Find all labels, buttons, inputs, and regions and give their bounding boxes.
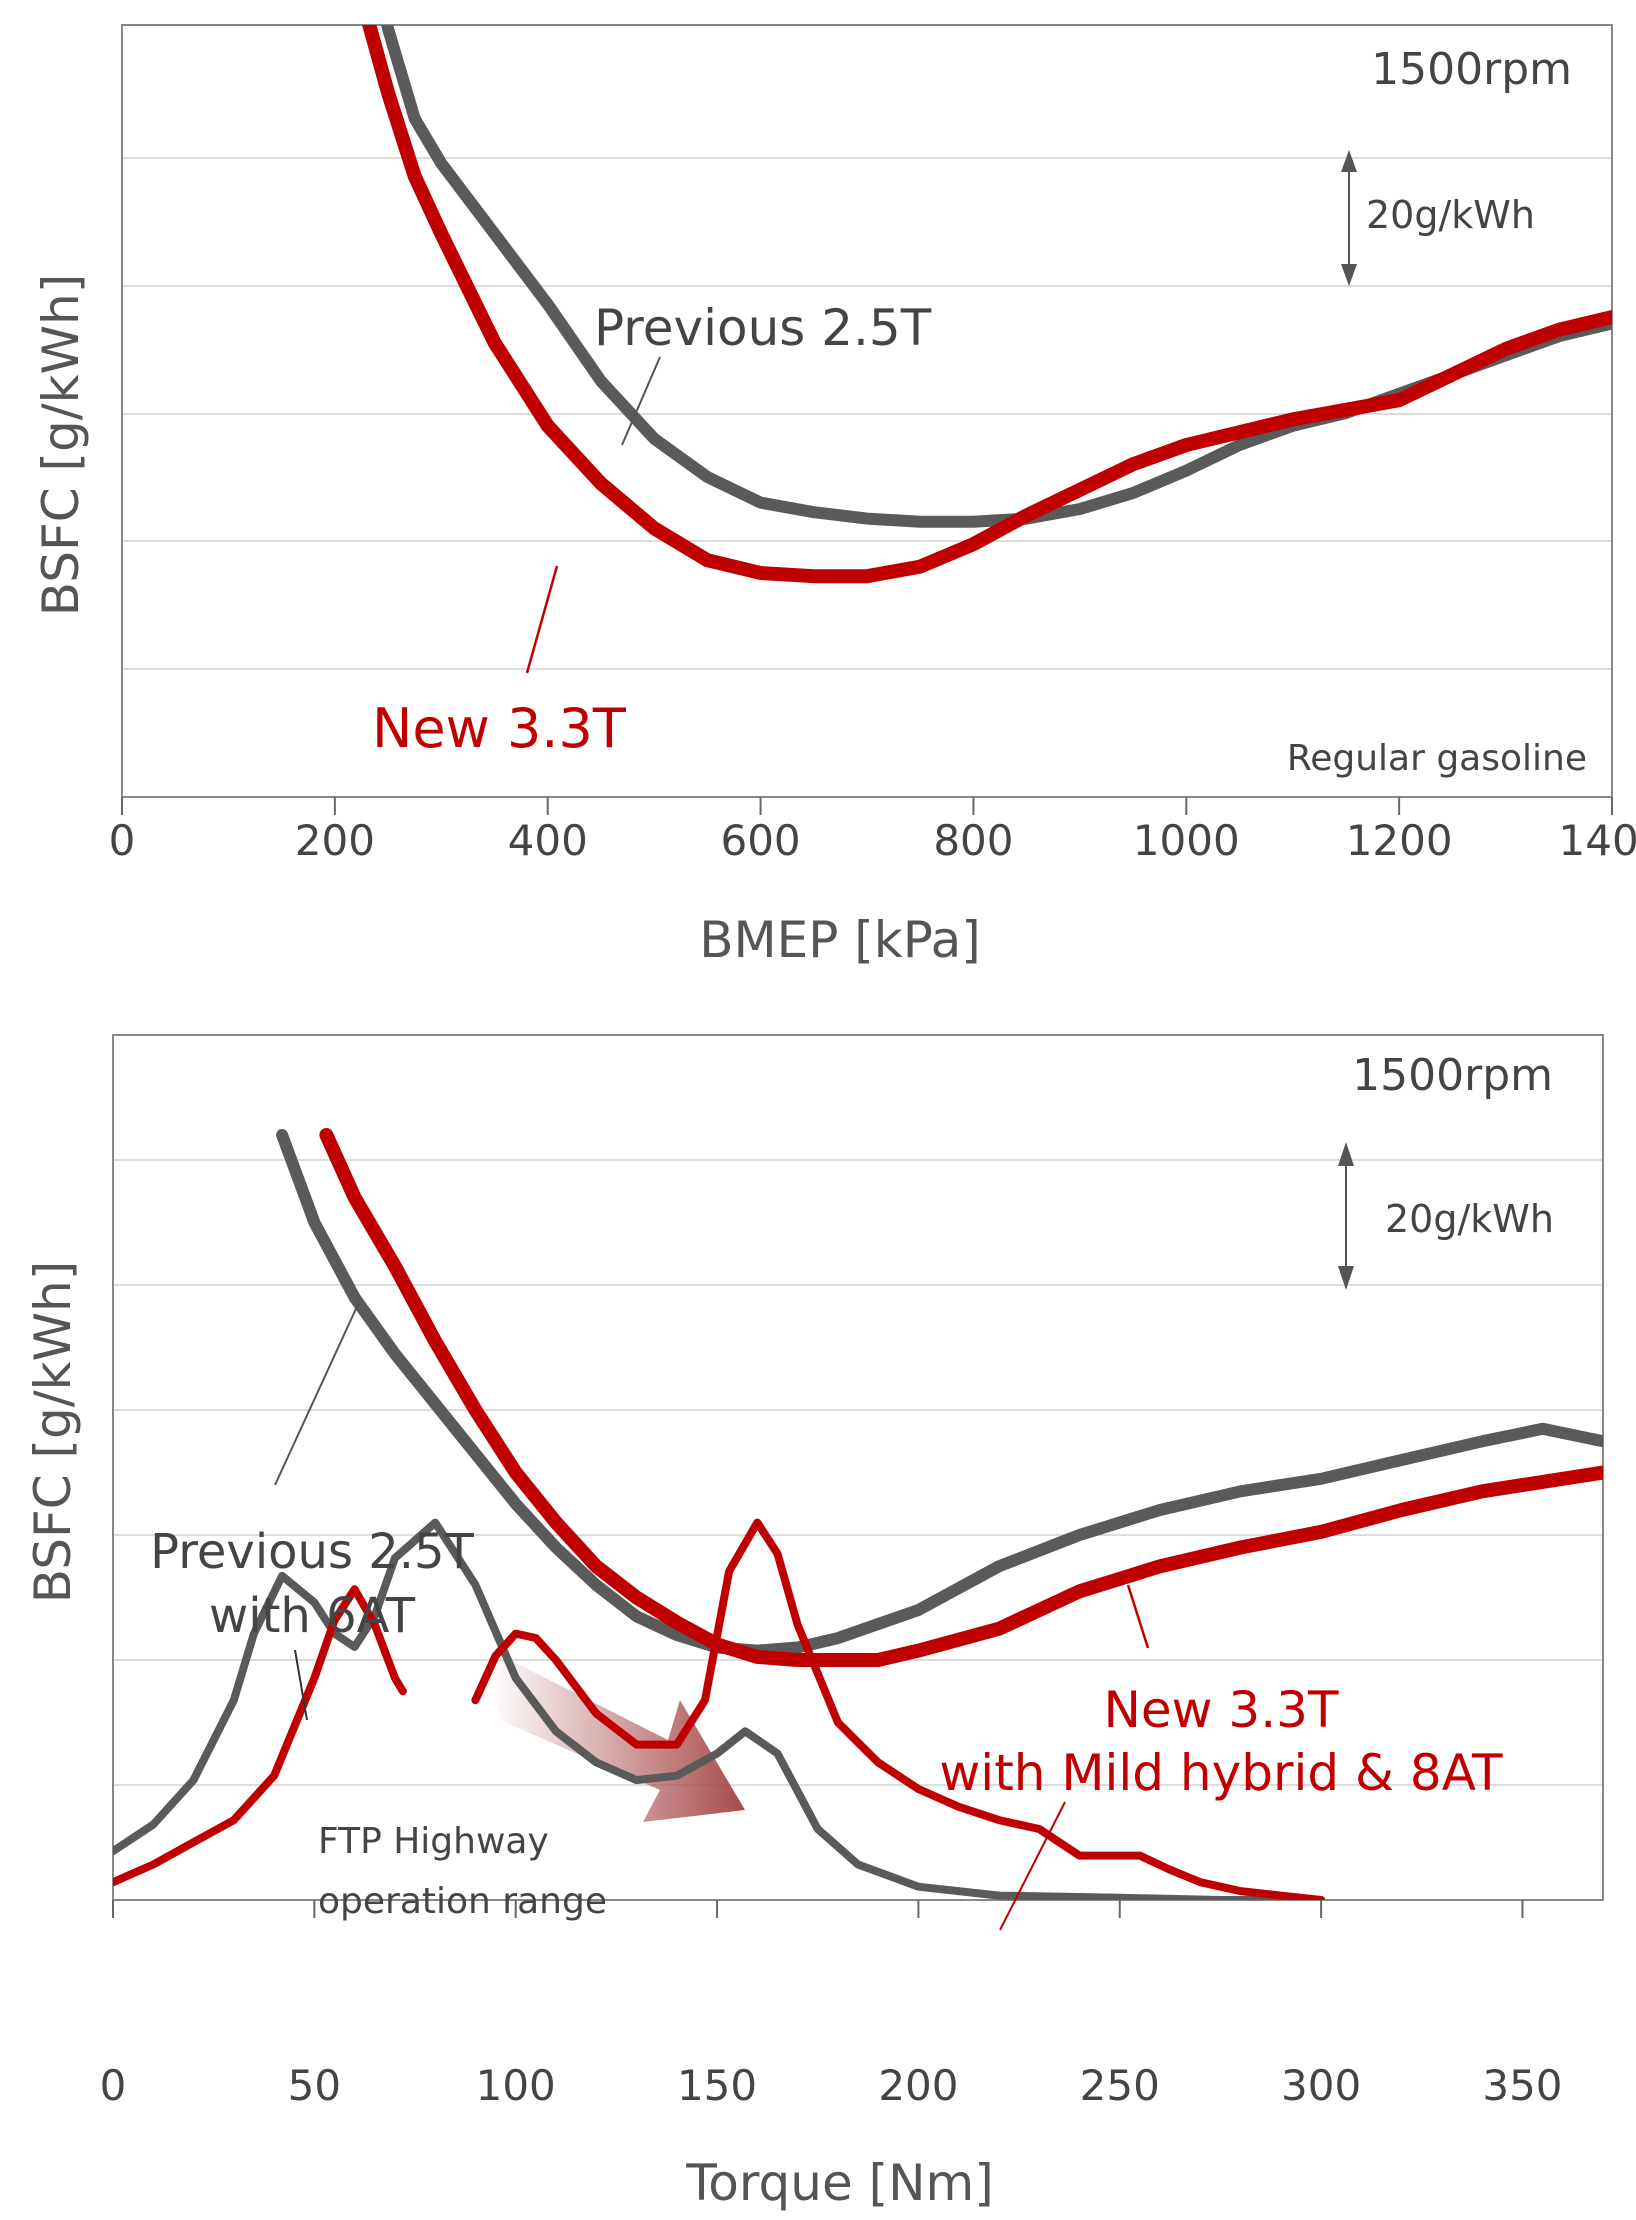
bottom-previous-label-line1: Previous 2.5T [150, 1524, 474, 1580]
top-tick-label: 1400 [1559, 816, 1636, 865]
top-chart-bmep: 0200400600800100012001400 Previous 2.5T … [32, 24, 1636, 969]
bottom-new-dist-leader-line [999, 1801, 1066, 1931]
bottom-bsfc-line-new [319, 1128, 1603, 1667]
bottom-distribution-line-new-seg2 [471, 1518, 1326, 1900]
top-tick-label: 800 [933, 816, 1013, 865]
bottom-scale-bar-arrow-icon [1338, 1142, 1354, 1290]
top-tick-label: 1000 [1133, 816, 1240, 865]
bottom-tick-label: 350 [1482, 2061, 1562, 2110]
top-scale-bar-arrow-icon [1341, 150, 1357, 286]
top-speed-label: 1500rpm [1371, 44, 1572, 95]
top-y-axis-title: BSFC [g/kWh] [32, 274, 90, 616]
bottom-tick-label: 200 [878, 2061, 958, 2110]
bottom-new-label-line1: New 3.3T [1103, 1681, 1338, 1739]
bottom-tick-label: 150 [677, 2061, 757, 2110]
bottom-distribution-line-new-seg1 [113, 1585, 407, 1887]
bottom-new-label-line2: with Mild hybrid & 8AT [939, 1744, 1503, 1802]
top-plot-frame [121, 24, 1613, 798]
top-x-axis-title: BMEP [kPa] [699, 911, 981, 969]
shift-arrow-icon [490, 1650, 745, 1822]
top-series-line-new-3-3t [361, 25, 1612, 584]
top-series-group [361, 25, 1612, 584]
bottom-tick-label: 100 [476, 2061, 556, 2110]
top-tick-label: 0 [109, 816, 136, 865]
bottom-range-label-line2: operation range [318, 1881, 607, 1922]
bottom-speed-label: 1500rpm [1352, 1050, 1553, 1101]
bottom-tick-label: 50 [288, 2061, 341, 2110]
top-gridlines [122, 157, 1612, 670]
bottom-y-axis-title: BSFC [g/kWh] [24, 1261, 82, 1603]
top-new-leader-line [525, 565, 559, 674]
bottom-tick-label: 300 [1281, 2061, 1361, 2110]
top-previous-leader-line [621, 356, 661, 446]
top-fuel-label: Regular gasoline [1287, 738, 1587, 779]
top-tick-label: 1200 [1346, 816, 1453, 865]
top-scale-bar-label: 20g/kWh [1366, 193, 1535, 237]
top-previous-label: Previous 2.5T [594, 299, 932, 357]
bottom-range-label-line1: FTP Highway [318, 1821, 549, 1862]
top-x-ticks: 0 200 400 600 800 1000 1200 1400 [109, 797, 1636, 865]
bottom-previous-dist-leader-line [294, 1649, 308, 1721]
bottom-previous-leader-line [274, 1299, 361, 1486]
bottom-tick-label: 250 [1080, 2061, 1160, 2110]
bottom-previous-label-line2: with 6AT [209, 1588, 416, 1644]
bottom-new-leader-line [1126, 1584, 1150, 1649]
bottom-scale-bar-label: 20g/kWh [1385, 1197, 1554, 1241]
bottom-x-ticks: 0 50 100 150 200 250 300 350 [100, 1900, 1563, 2110]
top-tick-label: 600 [720, 816, 800, 865]
top-tick-label: 400 [508, 816, 588, 865]
bottom-x-axis-title: Torque [Nm] [685, 2154, 994, 2212]
bottom-distribution-line-previous [113, 1518, 1326, 1900]
bottom-tick-label: 0 [100, 2061, 127, 2110]
top-plot-border [121, 24, 1613, 798]
top-new-label: New 3.3T [372, 697, 627, 760]
bottom-chart-torque: 0 50 100 150 200 250 300 350 Previous 2.5T with… [24, 1034, 1604, 2212]
top-tick-label: 200 [295, 816, 375, 865]
bottom-series-group [113, 1128, 1603, 1900]
